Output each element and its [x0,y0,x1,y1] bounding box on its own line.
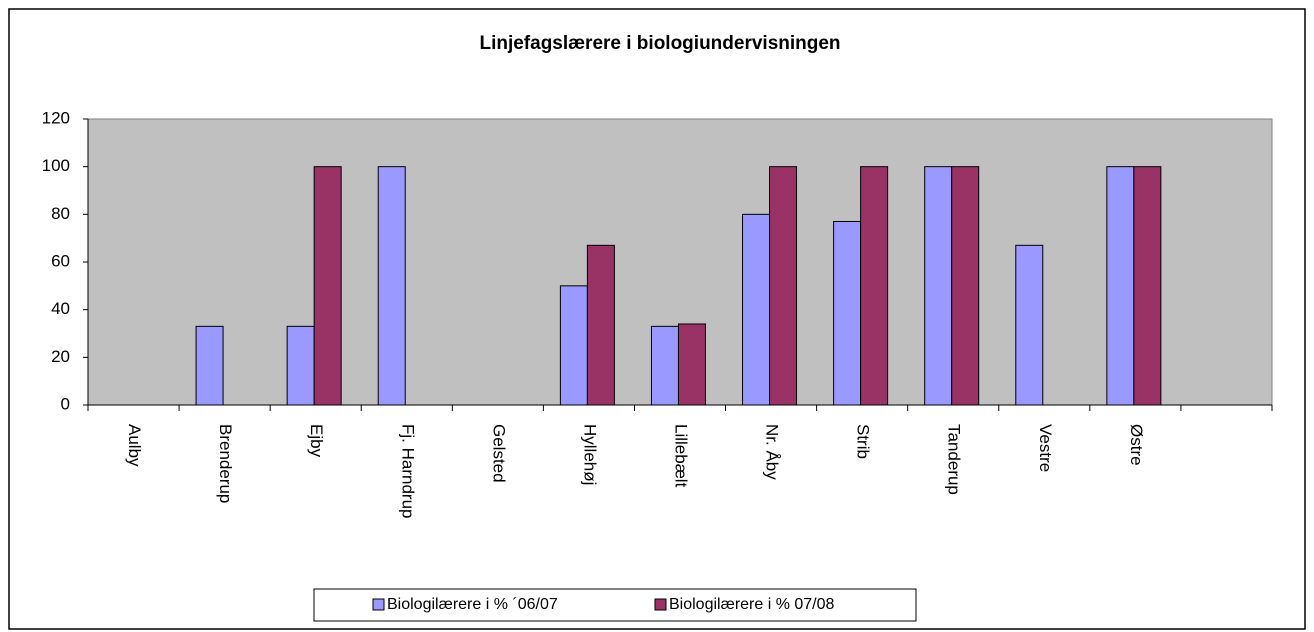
x-tick-label: Østre [1127,424,1146,466]
bar [586,244,615,406]
bar [313,166,342,406]
y-tick-label: 60 [51,251,70,270]
y-tick-label: 40 [51,299,70,318]
bar [195,325,224,406]
bar [1106,166,1135,406]
bar [951,166,980,406]
legend-swatch [372,598,385,611]
legend-label: Biologilærere i % ´06/07 [387,596,558,613]
y-tick-label: 0 [61,394,70,413]
y-tick-label: 100 [42,156,70,175]
x-tick-label: Hyllehøj [580,424,599,485]
bar [860,166,889,406]
bar [924,166,953,406]
bar [286,325,315,406]
bar [377,166,406,406]
y-tick-label: 20 [51,347,70,366]
x-tick-label: Fj. Harndrup [398,424,417,518]
x-tick-label: Strib [854,424,873,459]
legend-swatch [654,598,667,611]
bar [1133,166,1162,406]
y-tick-label: 120 [42,108,70,127]
x-tick-label: Tanderup [945,424,964,495]
y-tick-label: 80 [51,204,70,223]
bar [833,220,862,406]
x-tick-label: Ejby [307,424,326,458]
legend-box [313,588,917,622]
chart-title: Linjefagslærere i biologiundervisningen [479,33,840,54]
x-tick-label: Nr. Åby [763,424,782,480]
bar [650,325,679,406]
bar [677,323,706,406]
x-tick-label: Vestre [1036,424,1055,472]
x-tick-label: Lillebælt [672,424,691,488]
x-tick-label: Aulby [125,424,144,467]
bar [559,285,588,406]
x-tick-label: Brenderup [216,424,235,503]
bar [742,213,771,406]
bar [1015,244,1044,406]
bar [769,166,798,406]
legend-label: Biologilærere i % 07/08 [669,596,835,613]
x-tick-label: Gelsted [489,424,508,483]
